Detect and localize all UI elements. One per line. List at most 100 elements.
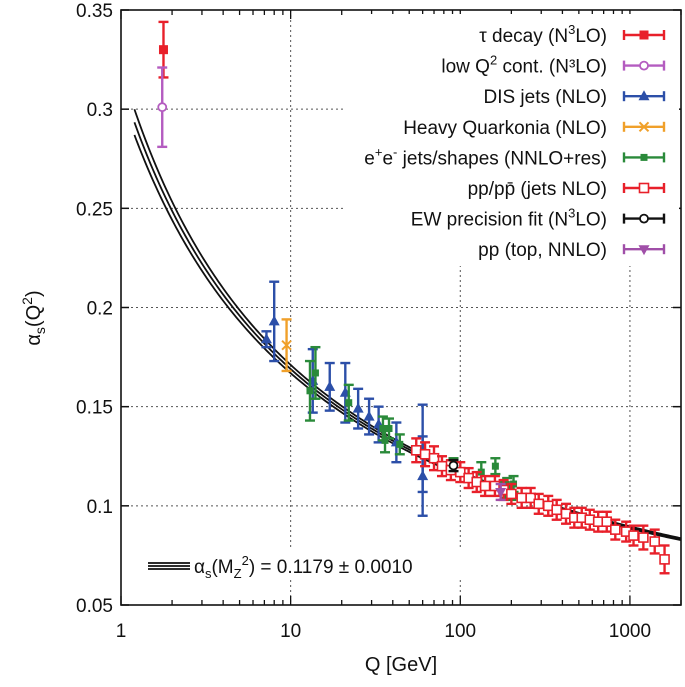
band-legend: αs(MZ2) = 0.1179 ± 0.0010 <box>144 548 474 581</box>
legend-marker <box>639 60 649 71</box>
data-point <box>345 399 353 407</box>
data-point <box>479 480 491 492</box>
legend-entry-dis: DIS jets (NLO) <box>483 87 666 108</box>
data-point <box>157 102 168 113</box>
series-ew <box>448 458 459 473</box>
data-point <box>516 492 527 504</box>
y-tick-label: 0.2 <box>87 299 113 320</box>
series-top <box>495 482 507 502</box>
legend-marker <box>640 153 648 161</box>
legend-sup: 2 <box>490 53 497 68</box>
y-label-base: α <box>23 334 45 346</box>
legend-sup: + <box>375 144 383 159</box>
band-legend-text: ) = 0.1179 ± 0.0010 <box>249 557 413 578</box>
data-point <box>628 530 639 541</box>
band-legend-text: (M <box>211 557 233 578</box>
data-point <box>525 492 536 504</box>
data-point <box>396 440 404 448</box>
y-label-suffix: (Q <box>23 305 45 327</box>
legend-marker <box>639 213 649 224</box>
legend-marker <box>638 245 650 256</box>
data-point <box>638 532 649 543</box>
legend: τ decay (N3LO)low Q2 cont. (N³LO)DIS jet… <box>345 14 679 266</box>
band-legend-label: αs(MZ2) = 0.1179 ± 0.0010 <box>194 553 413 581</box>
legend-entry-quarkonia: Heavy Quarkonia (NLO) <box>403 118 666 139</box>
data-point <box>610 524 621 535</box>
data-point <box>363 410 375 421</box>
legend-label: pp/pp̄ (jets NLO) <box>468 179 607 200</box>
data-point <box>495 487 507 498</box>
x-tick-label: 100 <box>444 621 476 642</box>
legend-entry-lowq: low Q2 cont. (N³LO) <box>441 53 666 78</box>
legend-label: pp (top, NNLO) <box>478 240 607 261</box>
legend-text: LO) <box>575 26 607 47</box>
y-tick-label: 0.1 <box>87 497 113 518</box>
y-tick-label: 0.05 <box>76 596 113 617</box>
legend-sup: 3 <box>568 22 575 37</box>
series-lowq <box>157 66 168 149</box>
x-tick-label: 1000 <box>609 621 651 642</box>
legend-text: jets/shapes (NNLO+res) <box>397 148 607 169</box>
legend-label: DIS jets (NLO) <box>483 87 607 108</box>
legend-text: pp/pp̄ (jets NLO) <box>468 179 607 200</box>
y-tick-label: 0.25 <box>76 199 113 220</box>
legend-background <box>345 14 679 266</box>
legend-marker-stroke <box>638 121 650 133</box>
legend-label: EW precision fit (N3LO) <box>411 206 607 231</box>
legend-entry-top: pp (top, NNLO) <box>478 240 666 261</box>
legend-text: LO) <box>575 210 607 231</box>
legend-entry-ew: EW precision fit (N3LO) <box>411 206 666 231</box>
y-tick-label: 0.3 <box>87 100 113 121</box>
data-point <box>533 498 545 510</box>
data-point <box>491 462 499 470</box>
data-point <box>352 402 364 413</box>
y-axis-label: αs(Q2) <box>19 290 48 345</box>
data-point <box>385 424 393 432</box>
legend-text: pp (top, NNLO) <box>478 240 607 261</box>
data-point <box>381 436 389 444</box>
legend-text: e <box>364 148 375 169</box>
legend-entry-tau: τ decay (N3LO) <box>479 22 666 47</box>
legend-text: e <box>382 148 393 169</box>
legend-label: low Q2 cont. (N³LO) <box>441 53 607 78</box>
legend-text: cont. (N³LO) <box>497 57 607 78</box>
legend-label: τ decay (N3LO) <box>479 22 607 47</box>
data-point <box>419 448 431 460</box>
data-point <box>306 387 314 395</box>
series-quarkonia <box>281 318 292 373</box>
data-point-stroke <box>281 339 292 351</box>
data-point <box>311 369 319 377</box>
band-legend-sub: Z <box>234 566 242 581</box>
data-point <box>551 504 562 516</box>
data-point <box>592 516 604 528</box>
y-tick-label: 0.35 <box>76 1 113 22</box>
legend-text: EW precision fit (N <box>411 210 568 231</box>
data-point <box>428 452 440 464</box>
legend-label: e+e- jets/shapes (NNLO+res) <box>364 144 607 169</box>
legend-text: τ decay (N <box>479 26 568 47</box>
legend-label: Heavy Quarkonia (NLO) <box>403 118 607 139</box>
legend-text: low Q <box>441 57 490 78</box>
band-legend-text: α <box>194 557 205 578</box>
y-label-sup: 2 <box>19 297 35 305</box>
x-axis-label: Q [GeV] <box>365 654 437 676</box>
legend-entry-pp: pp/pp̄ (jets NLO) <box>468 179 666 200</box>
axis-ticks: 0.05 0.1 0.15 0.2 0.25 0.3 0.35 1 10 100 1000 <box>76 1 682 642</box>
y-label-sub: s <box>32 327 48 334</box>
legend-sup: - <box>393 144 397 159</box>
data-point <box>436 460 448 472</box>
x-tick-label: 1 <box>116 621 127 642</box>
band-legend-sub: s <box>205 566 212 581</box>
legend-marker <box>638 90 650 101</box>
y-label-end: ) <box>23 290 45 297</box>
legend-sup: 3 <box>568 206 575 221</box>
data-point <box>649 536 661 547</box>
y-tick-label: 0.15 <box>76 398 113 419</box>
data-point <box>324 380 336 391</box>
x-tick-label: 10 <box>280 621 301 642</box>
legend-text: DIS jets (NLO) <box>483 87 607 108</box>
legend-entry-ee: e+e- jets/shapes (NNLO+res) <box>364 144 666 169</box>
data-point <box>417 470 429 481</box>
legend-marker <box>639 30 649 40</box>
